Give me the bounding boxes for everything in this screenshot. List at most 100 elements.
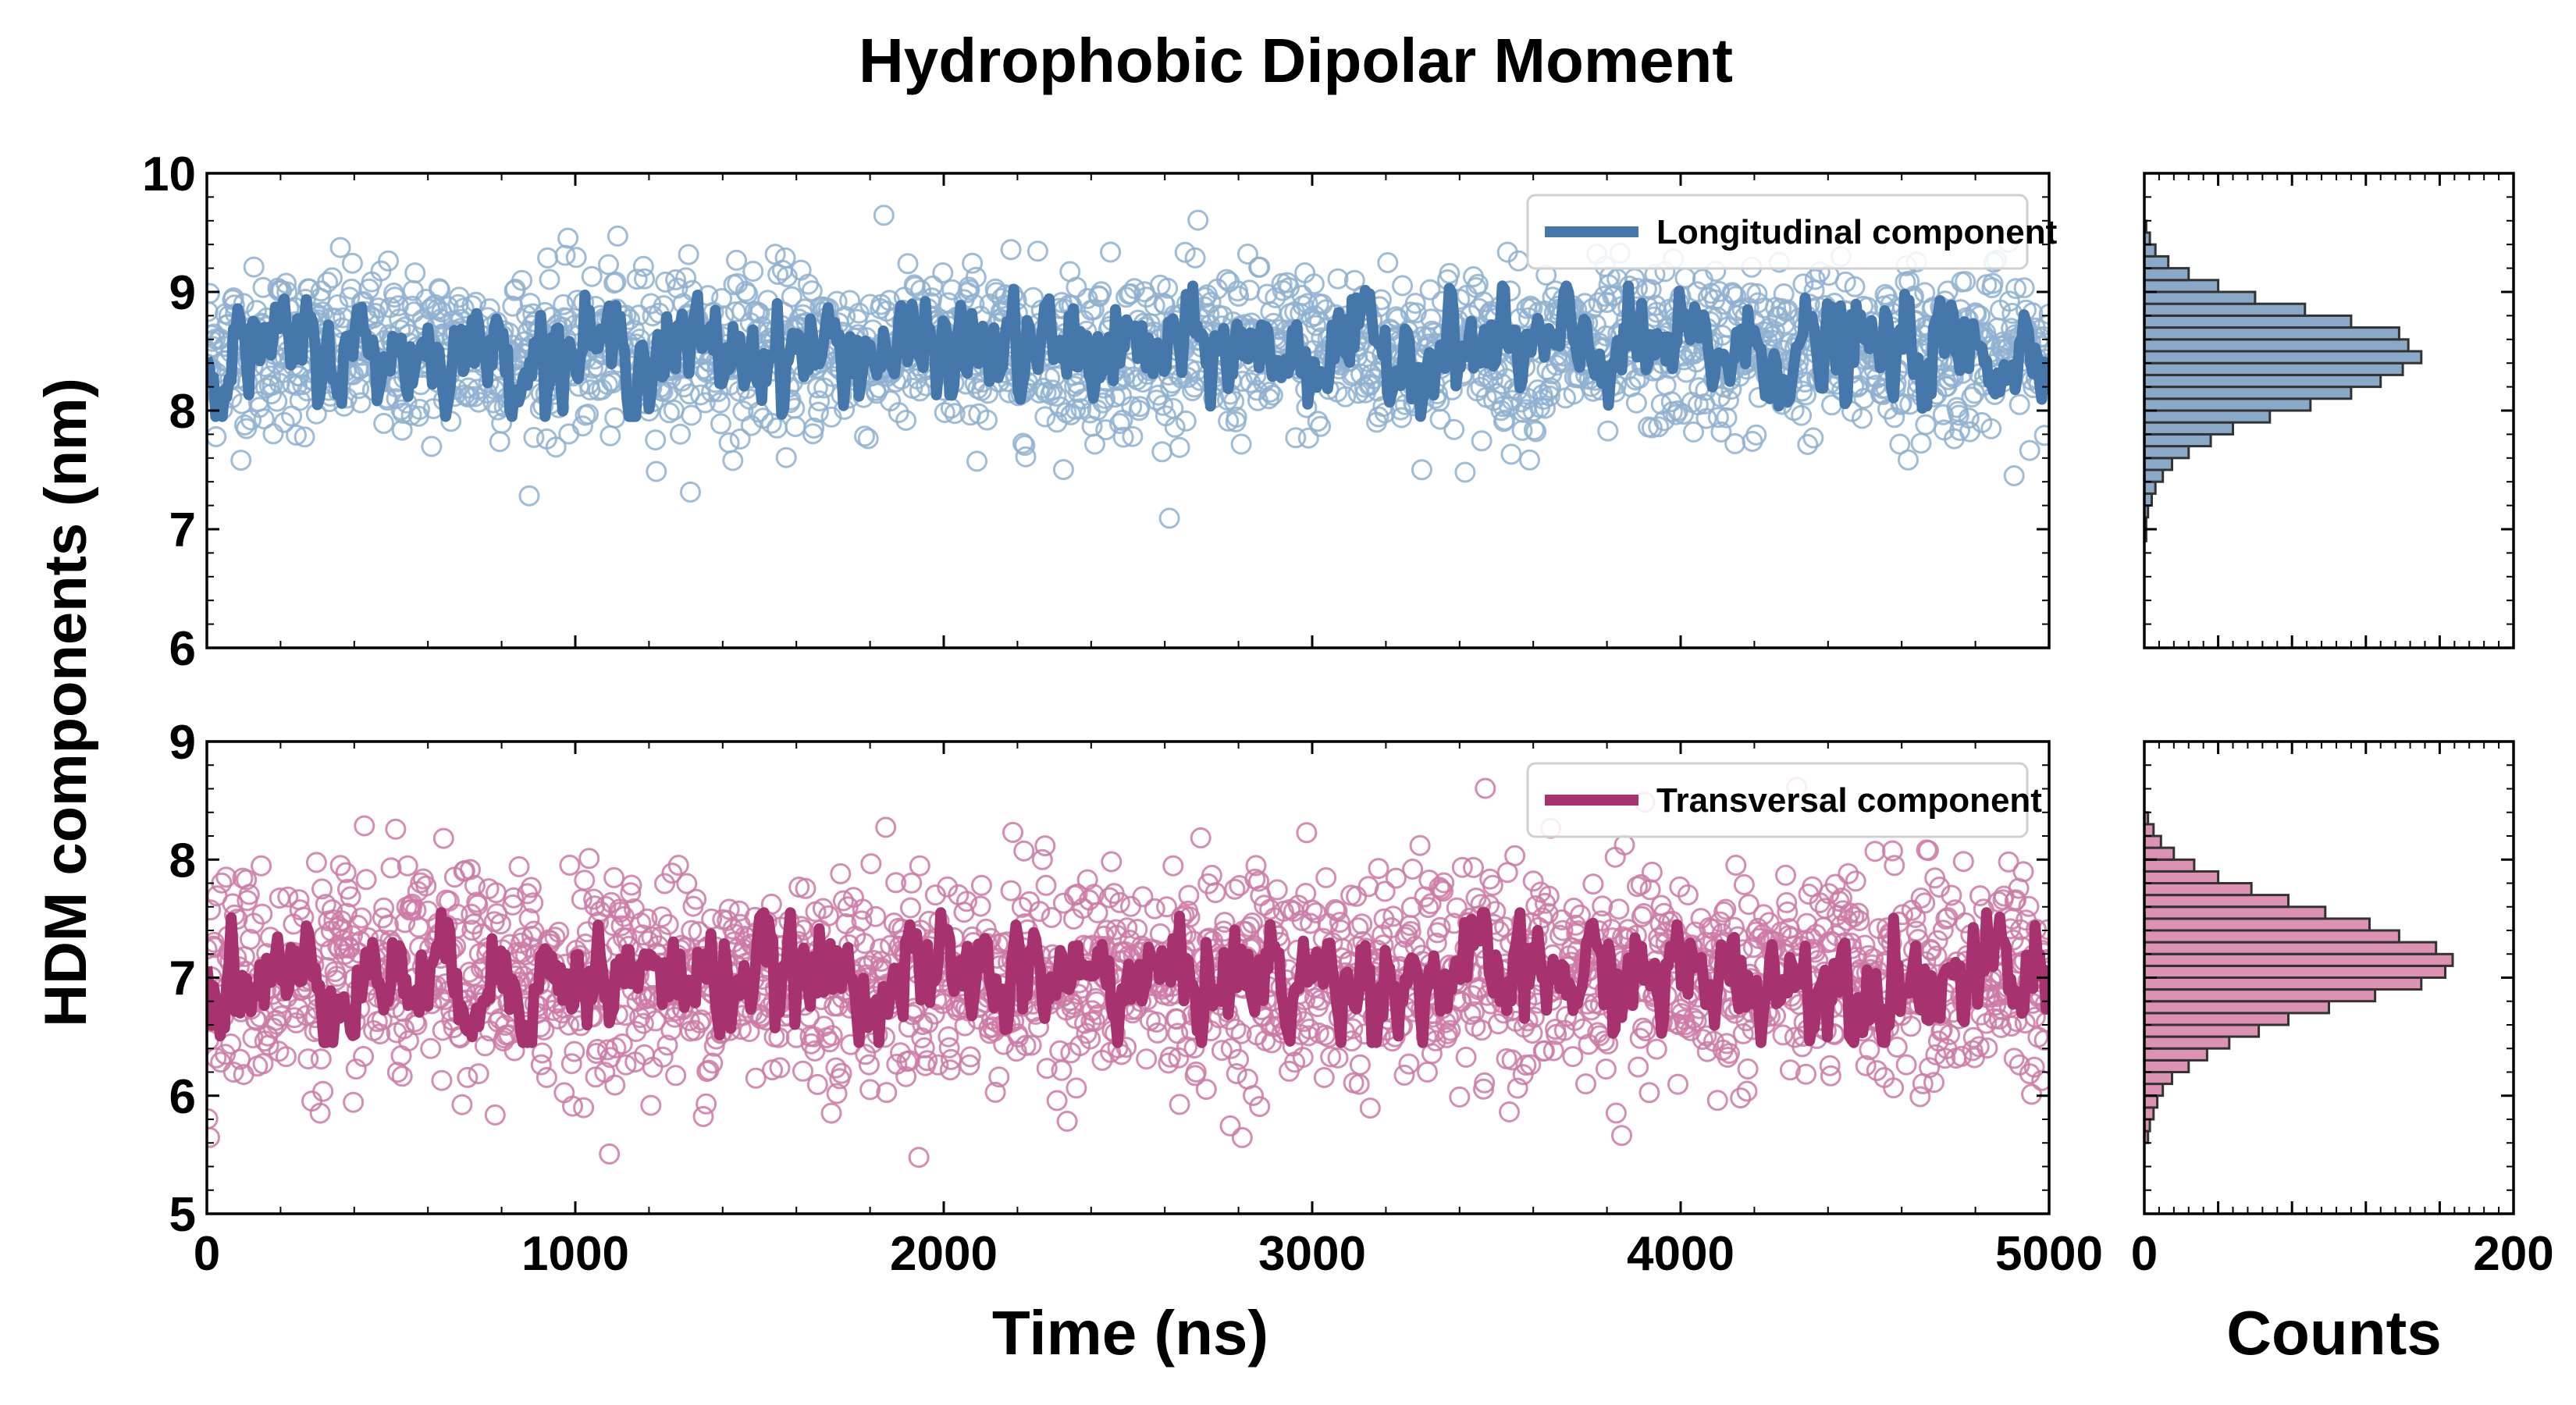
- data-point: [253, 408, 275, 430]
- data-point: [508, 855, 530, 877]
- data-point: [818, 905, 839, 927]
- data-point: [626, 269, 648, 290]
- data-point: [1158, 507, 1180, 529]
- data-point: [1297, 293, 1318, 315]
- data-point: [251, 855, 272, 877]
- histogram-bar: [2143, 823, 2155, 838]
- data-point: [621, 874, 642, 896]
- data-point: [1026, 240, 1048, 262]
- data-point: [729, 428, 751, 450]
- data-point: [1910, 432, 1932, 454]
- data-point: [1249, 1096, 1271, 1118]
- y-tick-label: 10: [142, 148, 196, 201]
- data-point: [207, 899, 222, 921]
- data-point: [1035, 874, 1057, 896]
- data-point: [1002, 821, 1023, 843]
- data-point: [1175, 410, 1197, 432]
- data-point: [468, 1063, 489, 1085]
- data-point: [1915, 414, 1937, 436]
- data-point: [851, 910, 873, 932]
- data-point: [553, 293, 575, 315]
- data-point: [934, 402, 955, 423]
- data-point: [1683, 421, 1704, 443]
- data-point: [1525, 421, 1547, 443]
- data-point: [651, 906, 673, 928]
- data-point: [1540, 377, 1562, 399]
- data-point: [1169, 1094, 1190, 1115]
- data-point: [1733, 873, 1755, 895]
- data-point: [696, 1093, 717, 1115]
- data-point: [852, 898, 873, 920]
- data-point: [1304, 305, 1325, 327]
- data-point: [909, 380, 930, 402]
- data-point: [1231, 1126, 1253, 1148]
- data-point: [386, 1062, 408, 1083]
- data-point: [1449, 1086, 1471, 1108]
- data-point: [809, 390, 831, 412]
- data-point: [859, 1079, 881, 1101]
- data-point: [970, 874, 992, 896]
- data-point: [1239, 279, 1261, 301]
- data-point: [349, 358, 371, 380]
- data-point: [944, 403, 966, 425]
- histogram-bar: [2143, 917, 2371, 932]
- histogram-bar: [2143, 373, 2382, 389]
- data-point: [294, 426, 315, 448]
- data-point: [792, 1060, 813, 1082]
- data-point: [1539, 385, 1560, 407]
- data-point: [397, 1030, 419, 1051]
- data-point: [317, 272, 339, 293]
- data-point: [1374, 880, 1396, 902]
- data-point: [565, 247, 587, 269]
- data-point: [1955, 271, 1976, 293]
- data-point: [1500, 443, 1522, 465]
- histogram-bar: [2143, 952, 2454, 967]
- data-point: [558, 423, 580, 445]
- data-point: [354, 815, 375, 837]
- data-point: [1455, 1046, 1477, 1068]
- data-point: [1310, 415, 1332, 437]
- data-point: [1451, 856, 1473, 878]
- data-point: [345, 1058, 367, 1080]
- data-point: [415, 875, 437, 897]
- data-point: [908, 1147, 930, 1168]
- data-point: [1297, 427, 1319, 449]
- histogram-bar: [2143, 386, 2353, 400]
- data-point: [378, 250, 399, 272]
- data-point: [607, 225, 628, 247]
- data-point: [806, 377, 828, 399]
- data-point: [876, 1082, 898, 1104]
- data-point: [372, 907, 393, 929]
- y-tick-label: 7: [169, 503, 196, 557]
- data-point: [1797, 434, 1819, 455]
- data-point: [1385, 306, 1407, 328]
- data-point: [634, 268, 655, 290]
- data-point: [545, 436, 567, 458]
- data-point: [776, 265, 798, 287]
- data-point: [1391, 407, 1412, 429]
- data-point: [1335, 386, 1356, 407]
- data-point: [1215, 269, 1237, 290]
- data-point: [1305, 315, 1327, 336]
- y-tick-label: 9: [169, 266, 196, 320]
- data-point: [391, 419, 413, 441]
- panel-transversal-time-series: 5 6 7 8 9 0 1000 2000 3000 4000 5000 Transversal co…: [169, 716, 2103, 1281]
- histogram-bar: [2143, 870, 2220, 885]
- x-tick-label: 0: [194, 1227, 220, 1281]
- histogram-bar: [2143, 1058, 2190, 1074]
- histogram-bar: [2143, 1023, 2261, 1038]
- panel-longitudinal-time-series: 6 7 8 9 10 Longitudinal component: [142, 148, 2058, 676]
- data-point: [610, 902, 632, 923]
- data-point: [1419, 279, 1441, 301]
- data-point: [564, 1040, 585, 1062]
- data-point: [2033, 425, 2049, 446]
- data-point: [875, 816, 897, 838]
- data-point: [1149, 923, 1171, 944]
- data-point: [2036, 1012, 2049, 1033]
- data-point: [429, 279, 450, 301]
- data-point: [1070, 398, 1092, 420]
- data-point: [1046, 1090, 1068, 1112]
- data-point: [760, 412, 782, 434]
- data-point: [1195, 1079, 1217, 1101]
- data-point: [831, 1062, 852, 1084]
